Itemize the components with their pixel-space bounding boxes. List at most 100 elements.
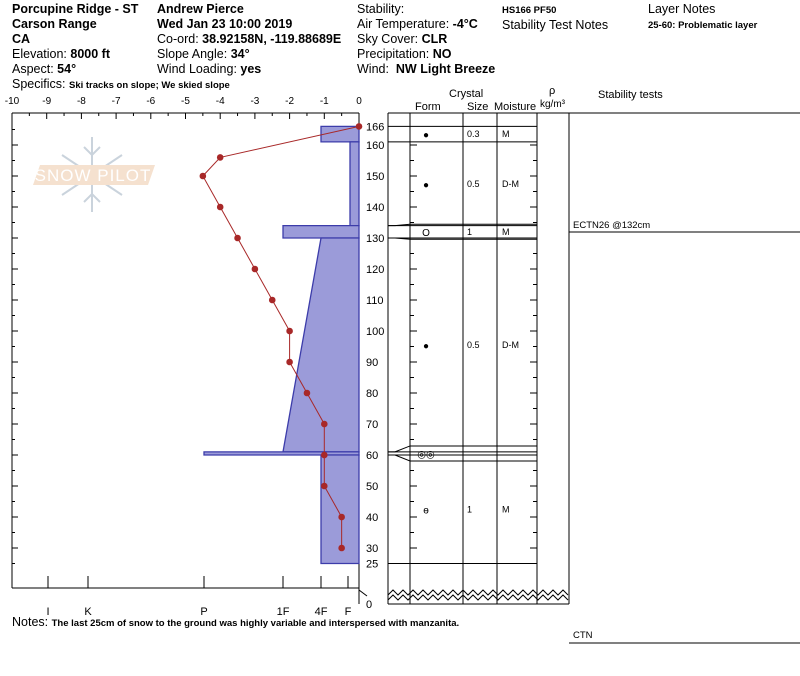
temperature-point	[216, 154, 224, 161]
aspect: 54°	[57, 62, 77, 76]
sky: CLR	[421, 32, 448, 46]
layer-boundary-line	[388, 223, 537, 227]
temperature-point	[216, 203, 224, 211]
datetime: Wed Jan 23 10:00 2019	[157, 17, 293, 31]
depth-tick-label: 140	[366, 202, 384, 214]
rounded-grain-icon: ●	[423, 180, 429, 191]
temperature-point	[321, 451, 328, 459]
header-col-weather: Stability: Air Temperature: -4°C Sky Cov…	[357, 2, 495, 77]
layer-note: 25-60: Problematic layer	[648, 20, 758, 31]
layer-moisture: M	[502, 504, 510, 514]
hardness-bar	[282, 237, 360, 453]
snowpilot-wordmark: SNOW PILOT	[35, 166, 152, 185]
hardness-tick-label: I	[46, 606, 49, 618]
temperature-point	[251, 265, 259, 273]
depth-tick-label: 120	[366, 264, 384, 276]
specifics-label: Specifics:	[12, 77, 66, 91]
temperature-point	[338, 513, 345, 521]
ctn-label: CTN	[573, 630, 593, 641]
coord: 38.92158N, -119.88689E	[202, 32, 342, 46]
temperature-tick-label: -1	[320, 96, 329, 107]
melt-grain-icon: O	[422, 228, 430, 239]
temperature-point	[338, 544, 345, 552]
hardness-tick-label: P	[200, 606, 207, 618]
state: CA	[12, 32, 31, 46]
snowpilot-logo: SNOW PILOT	[33, 137, 155, 212]
depth-tick-label: 0	[366, 599, 372, 611]
temperature-tick-label: -3	[250, 96, 259, 107]
hardness-tick-label: F	[345, 606, 352, 618]
temperature-tick-label: -10	[5, 96, 20, 107]
header-col-location: Porcupine Ridge - ST Carson Range CA Ele…	[12, 2, 230, 93]
depth-tick-label: 80	[366, 388, 378, 400]
depth-break-zigzag	[387, 589, 569, 596]
elevation-label: Elevation:	[12, 47, 67, 61]
depth-tick-label: 50	[366, 481, 378, 493]
temperature-tick-label: -8	[77, 96, 86, 107]
layer-boundary-line	[388, 445, 537, 453]
layer-moisture: D-M	[502, 340, 519, 350]
depth-tick-label: 25	[366, 559, 378, 571]
sky-label: Sky Cover:	[357, 32, 419, 46]
layer-size: 0.3	[467, 129, 480, 139]
stability-test-label: ECTN26 @132cm	[573, 220, 650, 231]
aspect-label: Aspect:	[12, 62, 54, 76]
wind: NW Light Breeze	[395, 62, 496, 76]
temperature-tick-label: -6	[146, 96, 155, 107]
coord-label: Co-ord:	[157, 32, 199, 46]
depth-tick-label: 40	[366, 512, 378, 524]
hs-pf: HS166 PF50	[502, 5, 557, 16]
depth-tick-label: 90	[366, 357, 378, 369]
layer-moisture: M	[502, 227, 510, 237]
depth-tick-label: 70	[366, 419, 378, 431]
temperature-point	[321, 482, 328, 490]
temperature-point	[286, 327, 293, 335]
layer-size: 0.5	[467, 340, 480, 350]
faceted-rounded-icon: ɵ	[423, 505, 429, 516]
depth-tick-label: 30	[366, 543, 378, 555]
temperature-point	[355, 123, 363, 130]
depth-break-zigzag	[387, 594, 569, 601]
elevation: 8000 ft	[70, 47, 110, 61]
notes-label: Notes:	[12, 615, 49, 629]
air-temp-label: Air Temperature:	[357, 17, 450, 31]
temperature-tick-label: -5	[181, 96, 190, 107]
precip-label: Precipitation:	[357, 47, 430, 61]
layer-moisture: D-M	[502, 179, 519, 189]
col-density-unit: kg/m³	[540, 99, 566, 110]
temperature-tick-label: -9	[42, 96, 51, 107]
layer-size: 1	[467, 504, 472, 514]
temperature-tick-label: -4	[216, 96, 225, 107]
air-temp: -4°C	[452, 17, 478, 31]
depth-tick-label: 166	[366, 121, 384, 133]
hardness-bar	[320, 454, 360, 565]
header-col-stability: HS166 PF50 Stability Test Notes	[502, 2, 608, 33]
notes: Notes: The last 25cm of snow to the grou…	[12, 615, 459, 631]
slope-label: Slope Angle:	[157, 47, 228, 61]
col-rho: ρ	[549, 85, 555, 97]
stability-test-notes-label: Stability Test Notes	[502, 18, 609, 32]
temperature-point	[321, 420, 328, 428]
header-col-observer: Andrew Pierce Wed Jan 23 10:00 2019 Co-o…	[157, 2, 341, 77]
depth-tick-label: 160	[366, 140, 384, 152]
depth-break-mark	[358, 589, 368, 597]
hardness-tick-label: K	[84, 606, 92, 618]
layer-moisture: M	[502, 129, 510, 139]
observer: Andrew Pierce	[157, 2, 244, 16]
temperature-tick-label: -2	[285, 96, 294, 107]
wind-label: Wind:	[357, 62, 389, 76]
precip: NO	[432, 47, 452, 61]
depth-tick-label: 100	[366, 326, 384, 338]
layer-size: 0.5	[467, 179, 480, 189]
temperature-point	[286, 358, 293, 366]
stability-label: Stability:	[357, 2, 405, 16]
hardness-bar	[349, 141, 360, 227]
hardness-tick-label: 1F	[277, 606, 290, 618]
hardness-bar	[320, 125, 360, 143]
temperature-tick-label: -7	[112, 96, 121, 107]
depth-tick-label: 110	[366, 295, 384, 307]
temperature-tick-label: 0	[356, 96, 362, 107]
temperature-point	[234, 234, 241, 242]
temperature-point	[268, 296, 276, 304]
